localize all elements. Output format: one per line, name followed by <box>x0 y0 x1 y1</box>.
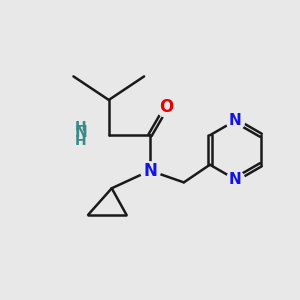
Text: H: H <box>75 120 87 134</box>
Text: N: N <box>143 162 157 180</box>
Text: O: O <box>159 98 173 116</box>
Text: H: H <box>75 134 87 148</box>
Text: N: N <box>229 113 242 128</box>
Text: N: N <box>229 172 242 187</box>
Text: N: N <box>74 125 87 140</box>
